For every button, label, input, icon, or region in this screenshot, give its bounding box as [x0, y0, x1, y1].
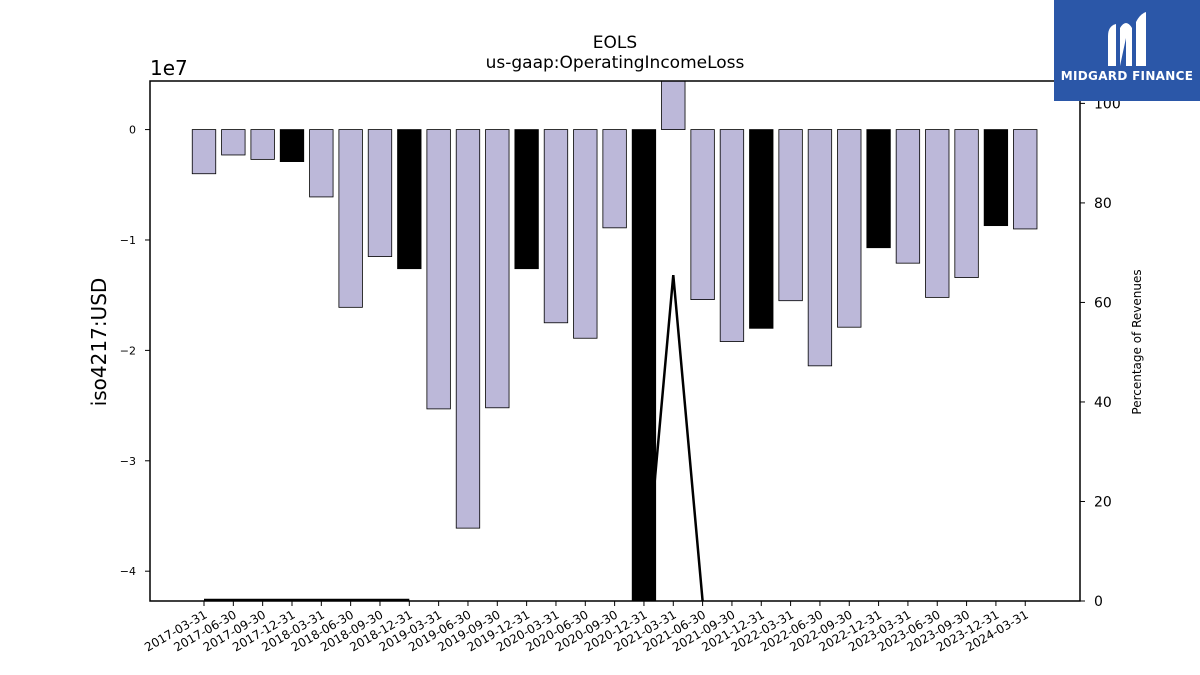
bar-2022-09-30: [837, 129, 862, 328]
bar-2017-12-31: [279, 129, 305, 162]
bar-2017-09-30: [250, 129, 275, 160]
revenue-pct-line-segment-2: [642, 274, 704, 602]
bar-2018-12-31: [397, 129, 422, 270]
bar-2020-06-30: [573, 129, 598, 339]
y-tick-label: −1: [120, 234, 136, 247]
bar-2018-09-30: [367, 129, 393, 257]
bar-2019-03-31: [426, 129, 451, 410]
revenue-pct-line-layer: [204, 274, 704, 602]
chart-subtitle: us-gaap:OperatingIncomeLoss: [486, 53, 745, 73]
chart-title: EOLS: [593, 33, 637, 53]
midgard-logo-icon: [1108, 12, 1146, 66]
y2-tick-label: 20: [1094, 494, 1112, 510]
bar-2023-06-30: [925, 129, 950, 298]
bar-2023-03-31: [895, 129, 921, 264]
y-tick-label: −4: [120, 565, 136, 578]
bar-2017-06-30: [221, 129, 246, 156]
bar-2020-03-31: [543, 129, 569, 324]
bar-2021-06-30: [690, 129, 715, 300]
brand-name: MIDGARD FINANCE: [1060, 69, 1194, 83]
y-tick-label: 0: [129, 124, 136, 137]
bar-2022-12-31: [866, 129, 891, 249]
bar-2019-06-30: [455, 129, 481, 529]
bar-2020-12-31: [631, 129, 657, 602]
bar-2021-09-30: [719, 129, 745, 342]
y-offset-label: 1e7: [150, 56, 188, 80]
bar-2021-03-31: [661, 80, 686, 130]
y2-tick-label: 40: [1094, 395, 1112, 411]
bar-2017-03-31: [191, 129, 217, 175]
y-tick-label: −3: [120, 455, 136, 468]
y2-tick-label: 0: [1094, 594, 1103, 610]
y2-tick-label: 60: [1094, 295, 1112, 311]
bars-layer: [191, 80, 1038, 602]
y2-axis-label: Percentage of Revenues: [1130, 269, 1144, 414]
brand-logo: MIDGARD FINANCE: [1054, 0, 1200, 101]
bar-2020-09-30: [602, 129, 627, 229]
bar-2021-12-31: [749, 129, 774, 329]
bar-2023-12-31: [983, 129, 1009, 227]
bar-2019-12-31: [514, 129, 539, 270]
bar-2019-09-30: [485, 129, 510, 409]
y2-tick-label: 80: [1094, 196, 1112, 212]
bar-2018-03-31: [309, 129, 334, 198]
bar-2018-06-30: [338, 129, 363, 308]
y-axis-label: iso4217:USD: [87, 278, 111, 407]
bar-2024-03-31: [1013, 129, 1038, 230]
bar-2023-09-30: [954, 129, 979, 278]
bar-2022-03-31: [778, 129, 803, 302]
y-tick-label: −2: [120, 344, 136, 357]
bar-2022-06-30: [807, 129, 833, 367]
